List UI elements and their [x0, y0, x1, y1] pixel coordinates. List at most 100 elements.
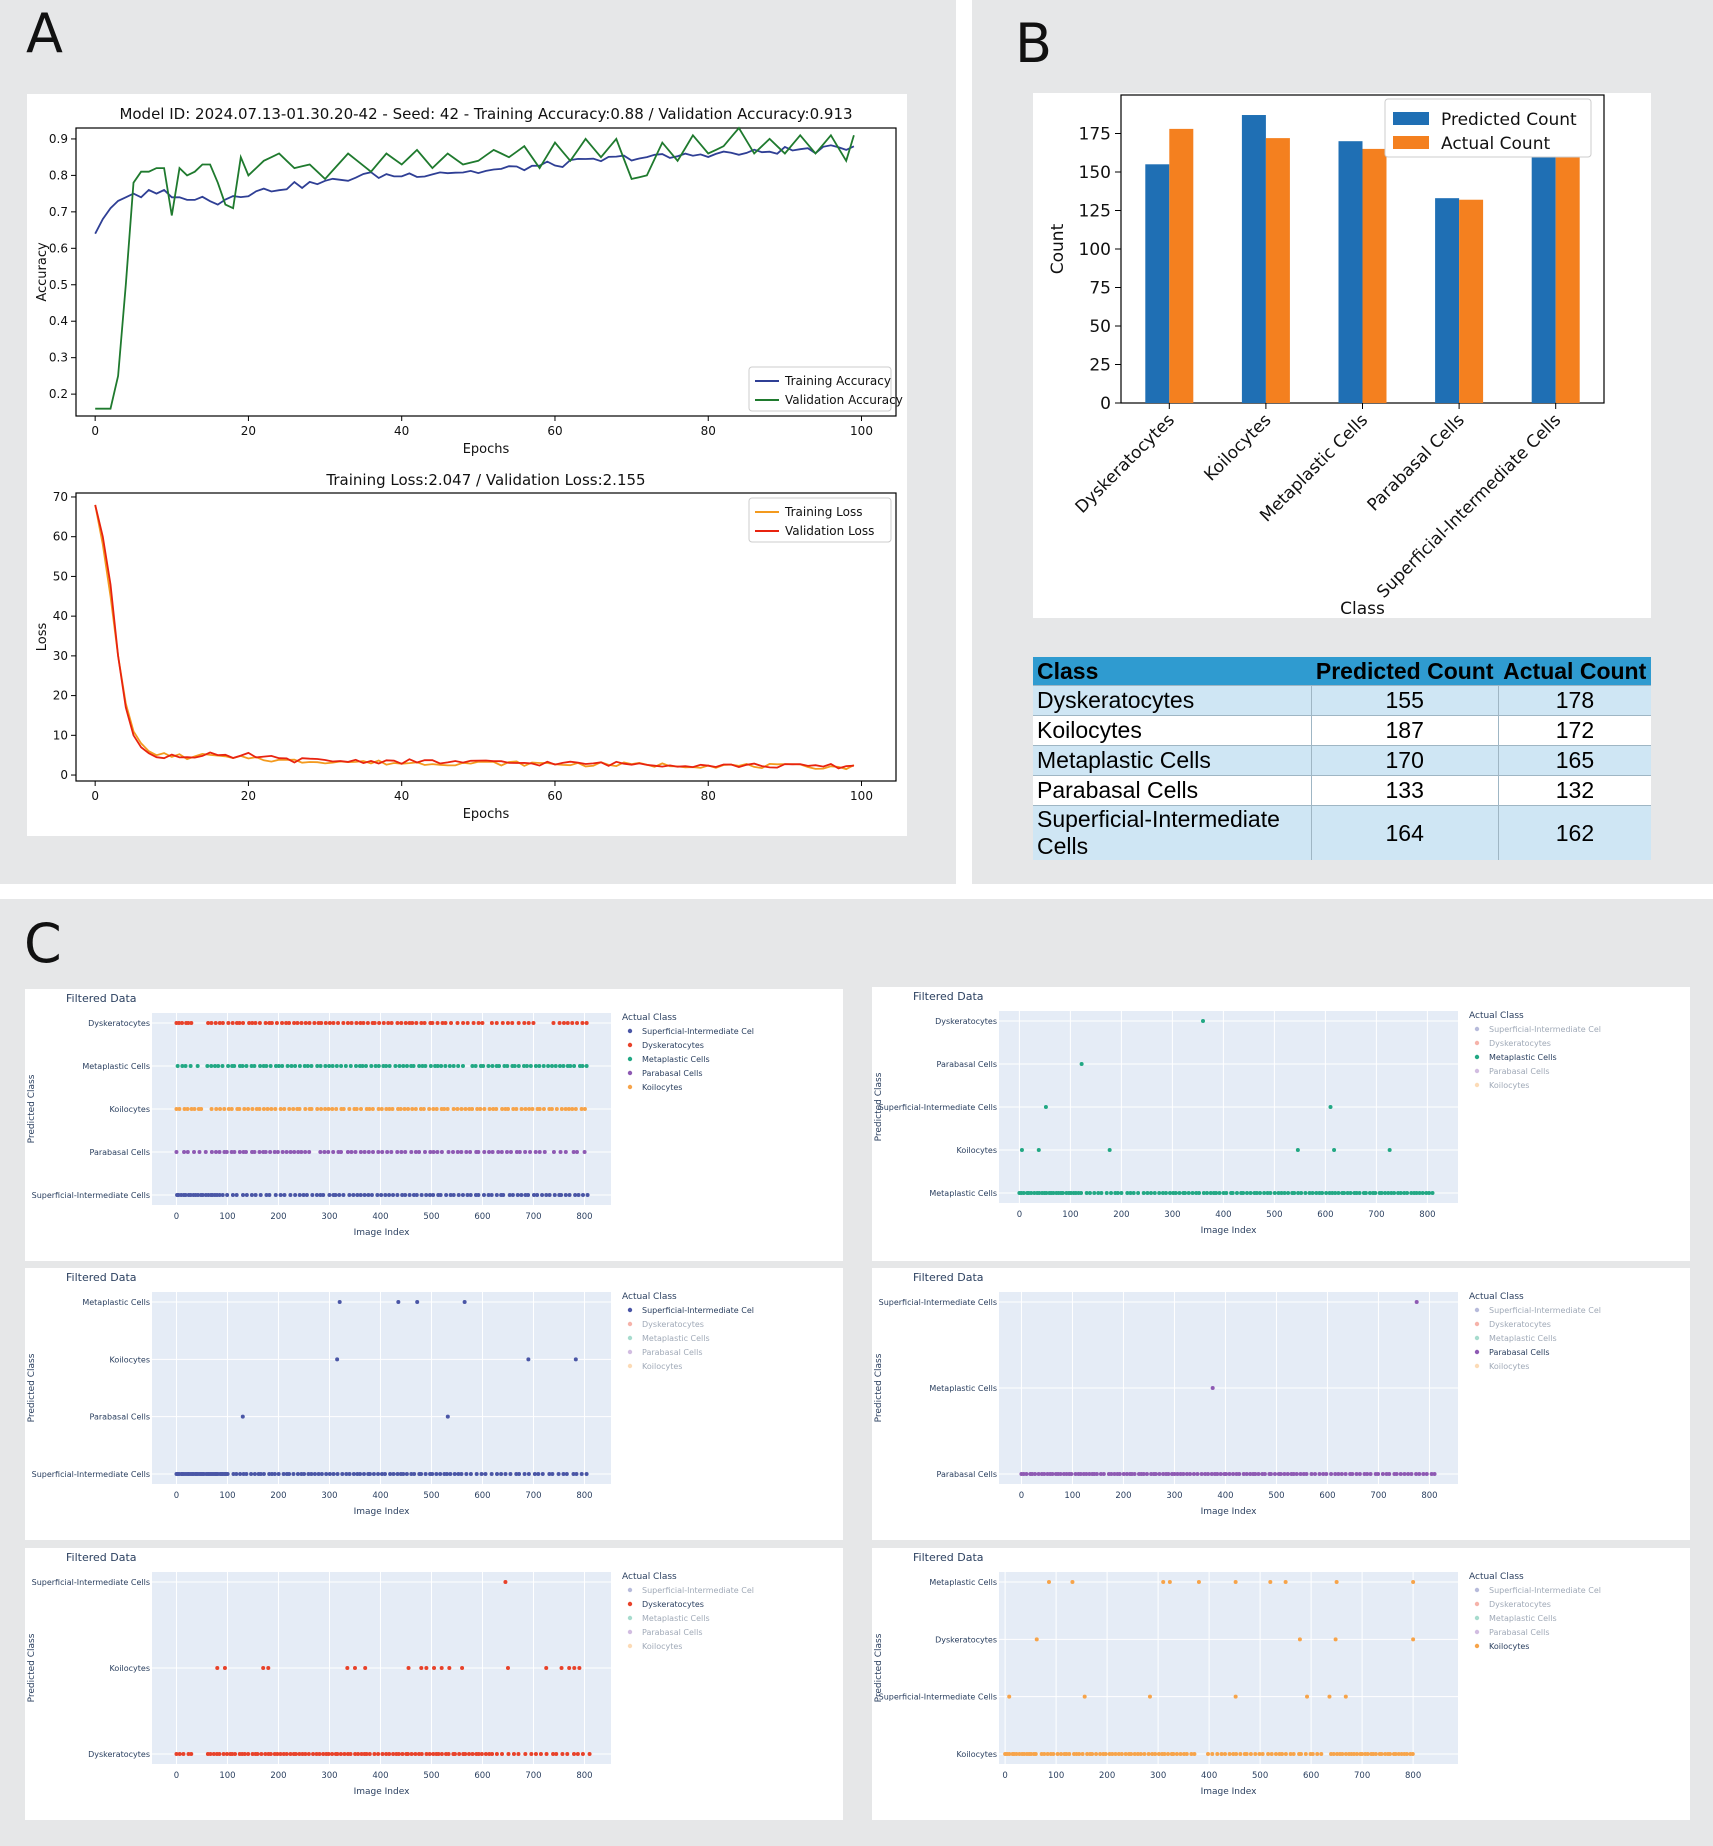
data-point: [409, 1752, 414, 1756]
data-point: [1215, 1472, 1220, 1476]
data-point: [280, 1150, 285, 1154]
table-header-class: Class: [1033, 657, 1311, 686]
data-point: [257, 1021, 262, 1025]
data-point: [415, 1300, 420, 1304]
series-line: [95, 126, 855, 410]
x-tick-label: 500: [1268, 1491, 1284, 1501]
data-point: [1409, 1191, 1414, 1195]
data-point: [1260, 1752, 1265, 1756]
data-point: [323, 1107, 328, 1111]
data-point: [523, 1107, 528, 1111]
data-point: [1138, 1752, 1143, 1756]
data-point: [322, 1150, 327, 1154]
data-point: [1331, 1752, 1336, 1756]
data-point: [1112, 1472, 1117, 1476]
data-point: [1060, 1191, 1065, 1195]
data-point: [497, 1064, 502, 1068]
data-point: [1283, 1580, 1288, 1584]
data-point: [577, 1666, 582, 1670]
data-point: [1104, 1191, 1109, 1195]
data-point: [1399, 1752, 1404, 1756]
data-point: [422, 1021, 427, 1025]
scatter-card-2: Filtered Data 0 100 200 300 400 500 600 700 800 Me…: [872, 987, 1690, 1261]
legend-marker: [627, 1321, 633, 1327]
data-point: [1345, 1191, 1350, 1195]
data-point: [337, 1193, 342, 1197]
data-point: [528, 1064, 533, 1068]
data-point: [393, 1064, 398, 1068]
data-point: [1414, 1472, 1419, 1476]
y-axis-label: Count: [1048, 223, 1068, 274]
data-point: [1141, 1472, 1146, 1476]
y-tick-label: 0.6: [49, 241, 68, 255]
x-tick-label: 200: [1099, 1771, 1115, 1781]
data-point: [1336, 1191, 1341, 1195]
y-tick-label: 0.3: [49, 351, 68, 365]
data-point: [284, 1021, 289, 1025]
data-point: [189, 1021, 194, 1025]
data-point: [1304, 1472, 1309, 1476]
data-point: [435, 1021, 440, 1025]
data-point: [531, 1193, 536, 1197]
data-point: [293, 1752, 298, 1756]
data-point: [1123, 1752, 1128, 1756]
data-point: [1166, 1752, 1171, 1756]
data-point: [489, 1193, 494, 1197]
data-point: [1340, 1752, 1345, 1756]
data-point: [231, 1472, 236, 1476]
data-point: [417, 1150, 422, 1154]
data-point: [225, 1472, 230, 1476]
data-point: [430, 1472, 435, 1476]
data-point: [1256, 1472, 1261, 1476]
data-point: [375, 1193, 380, 1197]
x-tick-label: 400: [1217, 1491, 1233, 1501]
x-tick-label: 400: [1215, 1210, 1231, 1220]
data-point: [318, 1193, 323, 1197]
data-point: [185, 1107, 190, 1111]
data-point: [1359, 1752, 1364, 1756]
data-point: [1342, 1191, 1347, 1195]
y-tick-label: 0.5: [49, 278, 68, 292]
data-point: [559, 1107, 564, 1111]
data-point: [431, 1150, 436, 1154]
legend-marker: [627, 1349, 633, 1355]
data-point: [1241, 1472, 1246, 1476]
x-tick-label: 600: [1303, 1771, 1319, 1781]
data-point: [1172, 1472, 1177, 1476]
data-point: [571, 1472, 576, 1476]
data-point: [447, 1064, 452, 1068]
data-point: [403, 1021, 408, 1025]
x-tick-label: 40: [394, 789, 409, 803]
data-point: [174, 1107, 179, 1111]
data-point: [575, 1752, 580, 1756]
loss-chart: Training Loss:2.047 / Validation Loss:2.…: [35, 471, 897, 822]
bar: [1265, 138, 1290, 403]
data-point: [428, 1064, 433, 1068]
data-point: [335, 1752, 340, 1756]
data-point: [386, 1021, 391, 1025]
data-point: [241, 1021, 246, 1025]
data-point: [1332, 1148, 1337, 1152]
data-point: [452, 1472, 457, 1476]
y-axis-label: Predicted Class: [27, 1633, 37, 1702]
data-point: [250, 1752, 255, 1756]
data-point: [410, 1021, 415, 1025]
data-point: [1248, 1191, 1253, 1195]
y-tick-label: Metaplastic Cells: [82, 1298, 150, 1307]
data-point: [1230, 1191, 1235, 1195]
data-point: [1219, 1752, 1224, 1756]
data-point: [494, 1021, 499, 1025]
data-point: [479, 1752, 484, 1756]
data-point: [1368, 1472, 1373, 1476]
legend-label: Metaplastic Cells: [642, 1614, 710, 1623]
legend-label: Training Loss: [784, 505, 862, 519]
data-point: [561, 1472, 566, 1476]
data-point: [306, 1472, 311, 1476]
data-point: [467, 1107, 472, 1111]
data-point: [1078, 1472, 1083, 1476]
data-point: [455, 1107, 460, 1111]
legend-marker: [627, 1615, 633, 1621]
data-point: [456, 1064, 461, 1068]
data-point: [1234, 1752, 1239, 1756]
data-point: [199, 1107, 204, 1111]
